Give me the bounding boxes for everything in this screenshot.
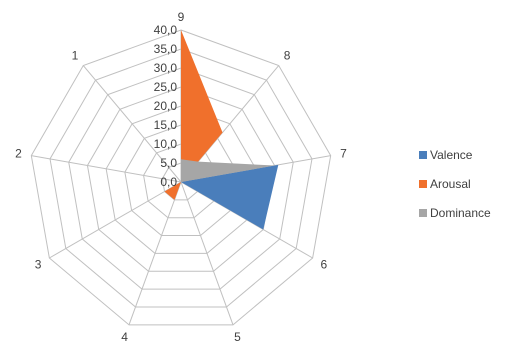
radar-series (136, 30, 279, 236)
tick-label: 0,0 (160, 175, 177, 189)
legend-label-valence: Valence (430, 148, 473, 162)
legend-swatch-valence (419, 151, 427, 159)
tick-label: 20,0 (154, 99, 178, 113)
grid-spoke-5 (180, 181, 234, 326)
legend-swatch-arousal (419, 180, 427, 188)
legend-label-arousal: Arousal (430, 177, 471, 191)
legend: Valence Arousal Dominance (419, 148, 491, 235)
grid-ring-3 (124, 124, 238, 237)
category-label-7: 7 (340, 146, 347, 160)
tick-label: 5,0 (160, 156, 177, 170)
tick-label: 35,0 (154, 42, 178, 56)
radar-grid (30, 29, 332, 326)
grid-spoke-2 (31, 155, 182, 183)
grid-ring-8 (30, 29, 332, 326)
category-label-5: 5 (234, 330, 241, 341)
series-area-valence (181, 164, 279, 230)
category-label-2: 2 (15, 146, 22, 160)
grid-ring-4 (105, 105, 257, 254)
category-label-9: 9 (178, 10, 185, 24)
grid-spoke-1 (82, 65, 182, 183)
tick-label: 25,0 (154, 80, 178, 94)
grid-spoke-3 (49, 181, 182, 259)
tick-label: 30,0 (154, 61, 178, 75)
grid-ring-7 (49, 48, 313, 308)
series-area-arousal (164, 30, 223, 200)
category-label-3: 3 (35, 258, 42, 272)
grid-spoke-4 (128, 181, 182, 326)
legend-item-dominance: Dominance (419, 206, 491, 220)
legend-item-arousal: Arousal (419, 177, 491, 191)
legend-swatch-dominance (419, 209, 427, 217)
grid-ring-5 (86, 86, 276, 272)
grid-ring-6 (68, 67, 294, 290)
category-label-4: 4 (121, 330, 128, 341)
legend-item-valence: Valence (419, 148, 491, 162)
category-label-6: 6 (321, 258, 328, 272)
legend-label-dominance: Dominance (430, 206, 491, 220)
category-label-1: 1 (72, 49, 79, 63)
category-label-8: 8 (284, 49, 291, 63)
tick-label: 15,0 (154, 118, 178, 132)
tick-label: 40,0 (154, 23, 178, 37)
radial-tick-labels: 0,0 5,0 10,0 15,0 20,0 25,0 30,0 35,0 40,0 (154, 23, 178, 189)
category-labels: 9 8 7 6 5 4 3 2 1 (15, 10, 347, 341)
tick-label: 10,0 (154, 137, 178, 151)
series-area-dominance (136, 159, 275, 236)
